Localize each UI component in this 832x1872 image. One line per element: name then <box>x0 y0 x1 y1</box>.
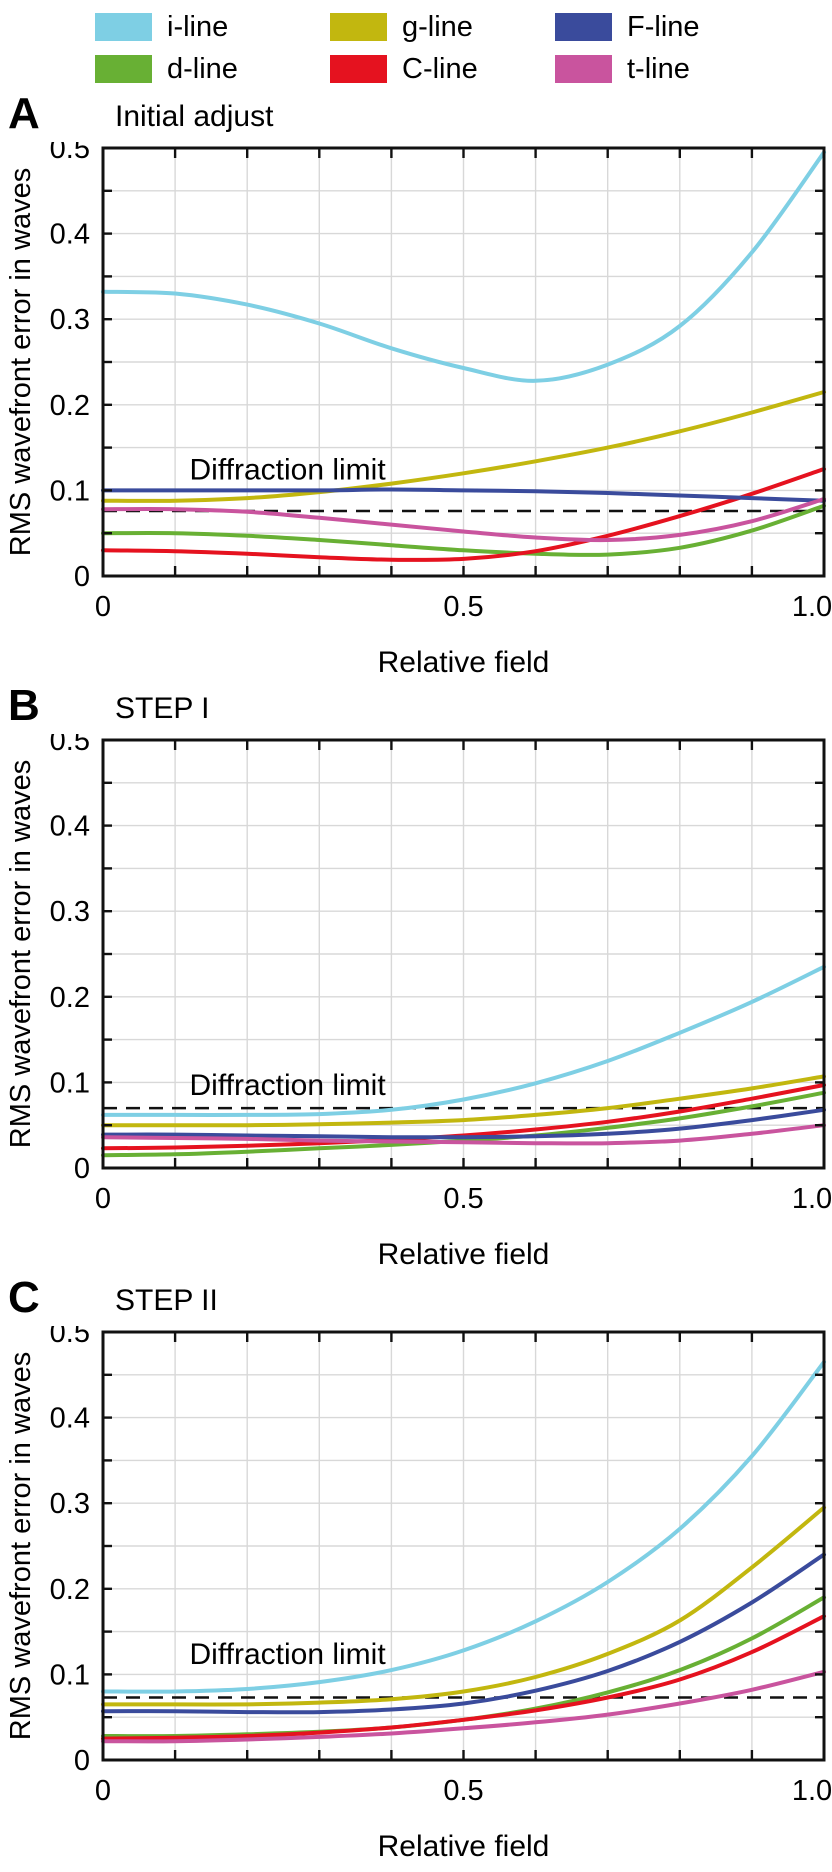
y-tick-label: 0.4 <box>50 1403 90 1435</box>
series-d-line <box>101 503 826 557</box>
y-tick-label: 0.3 <box>50 896 90 928</box>
y-tick-label: 0.5 <box>50 734 90 757</box>
series-F-line <box>101 487 826 503</box>
y-tick-label: 0.1 <box>50 1659 90 1691</box>
diffraction-limit-annotation: Diffraction limit <box>190 1069 387 1102</box>
y-tick-label: 0.5 <box>50 142 90 165</box>
x-tick-label: 0.5 <box>443 1183 483 1215</box>
d-line-swatch <box>95 55 152 83</box>
series-g-line <box>101 390 826 503</box>
panel-initial-adjust: A Initial adjust 0 0.1 0.2 0.3 0.4 0.5 0 0.5 1.0… <box>0 90 832 682</box>
panel-letter: C <box>8 1273 40 1322</box>
diffraction-limit-annotation: Diffraction limit <box>190 1638 387 1671</box>
panel-title: Initial adjust <box>115 100 274 133</box>
x-tick-label: 0 <box>95 591 111 623</box>
y-tick-label: 0.2 <box>50 982 90 1014</box>
y-tick-label: 0 <box>74 1153 90 1185</box>
panel-step-1: B STEP I 0 0.1 0.2 0.3 0.4 0.5 0 0.5 1.0 RMS wave… <box>0 682 832 1274</box>
F-line-swatch <box>555 13 612 41</box>
y-tick-label: 0 <box>74 1745 90 1777</box>
legend-label: C-line <box>402 52 478 85</box>
series-i-line <box>101 964 826 1117</box>
series-i-line <box>101 1360 826 1694</box>
y-tick-label: 0.1 <box>50 475 90 507</box>
series-i-line <box>101 150 826 383</box>
chart-step-2: 0 0.1 0.2 0.3 0.4 0.5 0 0.5 1.0 RMS wavefront err… <box>5 1326 832 1863</box>
panel-letter: A <box>8 89 40 138</box>
panel-header: C STEP II <box>0 1274 832 1326</box>
y-axis-label: RMS wavefront error in waves <box>5 168 37 556</box>
y-tick-label: 0.1 <box>50 1067 90 1099</box>
legend-item-F-line: F-line <box>555 6 795 48</box>
t-line-swatch <box>555 55 612 83</box>
x-axis-label: Relative field <box>378 1238 550 1271</box>
series-C-line <box>101 467 826 562</box>
x-axis-label: Relative field <box>378 646 550 679</box>
legend: i-line g-line F-line d-line C-line t-lin… <box>0 0 832 90</box>
x-tick-label: 0.5 <box>443 1775 483 1807</box>
series-t-line <box>101 1123 826 1146</box>
x-tick-label: 0 <box>95 1183 111 1215</box>
diffraction-limit-annotation: Diffraction limit <box>190 453 387 486</box>
legend-item-d-line: d-line <box>95 48 330 90</box>
i-line-swatch <box>95 13 152 41</box>
legend-item-t-line: t-line <box>555 48 795 90</box>
legend-label: g-line <box>402 10 473 43</box>
C-line-swatch <box>330 55 387 83</box>
panel-title: STEP I <box>115 692 210 725</box>
x-tick-label: 1.0 <box>792 1775 832 1807</box>
legend-item-C-line: C-line <box>330 48 555 90</box>
x-axis-label: Relative field <box>378 1830 550 1863</box>
panel-header: B STEP I <box>0 682 832 734</box>
legend-item-g-line: g-line <box>330 6 555 48</box>
panel-letter: B <box>8 681 40 730</box>
panel-title: STEP II <box>115 1284 218 1317</box>
y-tick-label: 0 <box>74 561 90 593</box>
series-g-line <box>101 1505 826 1707</box>
chart-initial-adjust: 0 0.1 0.2 0.3 0.4 0.5 0 0.5 1.0 RMS wavefront err… <box>5 142 832 679</box>
y-axis-label: RMS wavefront error in waves <box>5 1352 37 1740</box>
legend-label: d-line <box>167 52 238 85</box>
legend-label: F-line <box>627 10 700 43</box>
g-line-swatch <box>330 13 387 41</box>
legend-item-i-line: i-line <box>95 6 330 48</box>
x-tick-label: 1.0 <box>792 1183 832 1215</box>
legend-label: i-line <box>167 10 229 43</box>
series-g-line <box>101 1074 826 1128</box>
y-tick-label: 0.4 <box>50 219 90 251</box>
y-tick-label: 0.4 <box>50 811 90 843</box>
series-C-line <box>101 1614 826 1741</box>
y-tick-label: 0.2 <box>50 390 90 422</box>
series-F-line <box>101 1107 826 1140</box>
y-tick-label: 0.3 <box>50 1488 90 1520</box>
series-t-line <box>101 497 826 543</box>
legend-label: t-line <box>627 52 690 85</box>
panel-header: A Initial adjust <box>0 90 832 142</box>
panel-step-2: C STEP II 0 0.1 0.2 0.3 0.4 0.5 0 0.5 1.0 RMS wav… <box>0 1274 832 1866</box>
y-tick-label: 0.3 <box>50 304 90 336</box>
x-tick-label: 1.0 <box>792 591 832 623</box>
y-axis-label: RMS wavefront error in waves <box>5 760 37 1148</box>
x-tick-label: 0 <box>95 1775 111 1807</box>
y-tick-label: 0.2 <box>50 1574 90 1606</box>
chart-step-1: 0 0.1 0.2 0.3 0.4 0.5 0 0.5 1.0 RMS wavefront err… <box>5 734 832 1271</box>
y-tick-label: 0.5 <box>50 1326 90 1349</box>
x-tick-label: 0.5 <box>443 591 483 623</box>
series-t-line <box>101 1669 826 1744</box>
series-F-line <box>101 1552 826 1715</box>
